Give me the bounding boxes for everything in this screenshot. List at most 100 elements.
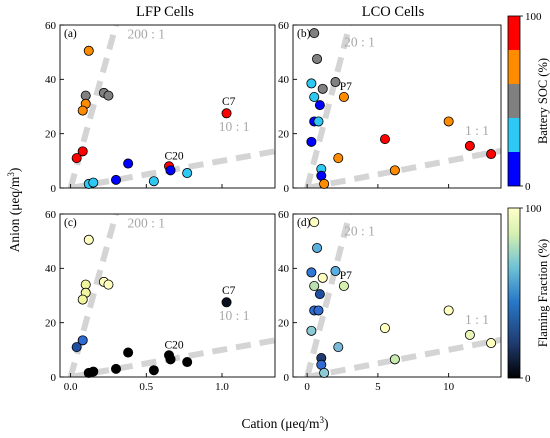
data-point: [319, 178, 330, 189]
y-tick-label: 20: [278, 317, 290, 329]
x-tick-label: 0.0: [64, 381, 78, 393]
y-label-sup: 3: [6, 172, 16, 177]
data-point: [486, 149, 497, 160]
data-point: [313, 305, 324, 316]
data-point: [333, 153, 344, 164]
y-tick-label: 20: [45, 317, 57, 329]
data-point: [88, 366, 99, 377]
data-point: [71, 153, 82, 164]
point-annotation: P7: [340, 270, 352, 282]
data-point: [306, 325, 317, 336]
point-annotation: C7: [222, 285, 236, 297]
soc-tick-label-bottom: 0: [525, 181, 531, 193]
data-point: [148, 176, 159, 187]
data-point: [317, 83, 328, 94]
data-point: [464, 140, 475, 151]
point-annotation: C7: [222, 96, 236, 108]
soc-band-4: [508, 16, 520, 50]
colorbar-flaming-fraction: 100 0 Flaming Fraction (%): [507, 203, 550, 385]
y-tick-label: 60: [45, 20, 57, 32]
data-point: [379, 323, 390, 334]
data-point: [314, 100, 325, 111]
y-label-close: ): [7, 168, 22, 173]
data-point: [83, 234, 94, 245]
point-annotation: C20: [164, 150, 183, 162]
data-point: [319, 367, 330, 378]
y-tick-label: 60: [45, 209, 57, 221]
x-tick-label: 0: [304, 381, 310, 393]
y-tick-label: 60: [278, 20, 290, 32]
column-title-lfp: LFP Cells: [136, 4, 194, 20]
y-tick-label: 0: [284, 183, 290, 195]
axes-frame: [59, 24, 276, 189]
x-label-sup: 3: [320, 415, 325, 425]
data-point: [330, 266, 341, 277]
data-point: [379, 134, 390, 145]
ff-gradient: [507, 207, 521, 379]
ratio-line-0: [304, 214, 353, 377]
data-point: [309, 91, 320, 102]
data-point: [314, 289, 325, 300]
data-point: [103, 279, 114, 290]
data-point: [309, 280, 320, 291]
shared-x-label: Cation (μeq/m3): [241, 415, 328, 431]
y-tick-label: 20: [278, 128, 290, 140]
data-point: [123, 347, 134, 358]
data-point: [389, 354, 400, 365]
panel-label: (d): [297, 217, 311, 229]
data-point: [338, 91, 349, 102]
x-tick-label: 5: [375, 381, 381, 393]
data-point: [88, 177, 99, 188]
panel-a: 200 : 1 10 : 1 0 20 40 60 C7 C20 (a): [45, 20, 276, 195]
y-tick-label: 0: [51, 183, 57, 195]
y-tick-label: 40: [45, 74, 57, 86]
ratio-label-0: 20 : 1: [344, 35, 375, 50]
ratio-line-1: [306, 336, 501, 377]
x-tick-label: 1.0: [215, 381, 229, 393]
ratio-label-1: 1 : 1: [465, 123, 489, 138]
data-point: [103, 90, 114, 101]
y-tick-label: 0: [284, 372, 290, 384]
x-label-text: Cation (μeq/m: [241, 416, 320, 431]
data-point: [306, 136, 317, 147]
ff-tick-label-bottom: 0: [525, 373, 531, 385]
soc-band-1: [508, 118, 520, 152]
data-point: [486, 338, 497, 349]
data-point: [165, 165, 176, 176]
y-tick-label: 40: [278, 263, 290, 275]
data-point: [165, 354, 176, 365]
data-point: [464, 329, 475, 340]
panel-d: 20 : 1 1 : 1 0 20 40 60 0 5 10 P7 (d): [278, 209, 502, 393]
y-tick-label: 40: [45, 263, 57, 275]
axes-frame: [292, 213, 502, 378]
x-label-close: ): [324, 416, 329, 431]
data-point: [123, 158, 134, 169]
data-point: [83, 45, 94, 56]
ratio-label-0: 20 : 1: [344, 224, 375, 239]
soc-band-0: [508, 152, 520, 186]
data-point: [306, 267, 317, 278]
data-point: [309, 28, 320, 39]
panel-label: (c): [64, 217, 77, 229]
ratio-line-0: [304, 25, 353, 188]
ratio-label-1: 1 : 1: [465, 312, 489, 327]
data-point: [312, 53, 323, 64]
panels: 200 : 1 10 : 1 0 20 40 60 C7 C20 (a) 20 : 1 1 : 1 0…: [45, 20, 502, 393]
soc-band-2: [508, 84, 520, 118]
x-tick-label: 0.5: [139, 381, 153, 393]
x-tick-label: 10: [443, 381, 455, 393]
data-point: [221, 108, 232, 119]
data-point: [443, 116, 454, 127]
data-point: [148, 365, 159, 376]
soc-tick-label-top: 100: [525, 11, 542, 23]
y-tick-label: 60: [278, 209, 290, 221]
data-point: [312, 242, 323, 253]
data-point: [389, 165, 400, 176]
axes-frame: [59, 213, 276, 378]
data-point: [77, 105, 88, 116]
y-tick-label: 20: [45, 128, 57, 140]
panel-label: (a): [64, 28, 77, 40]
data-point: [306, 78, 317, 89]
data-point: [111, 363, 122, 374]
